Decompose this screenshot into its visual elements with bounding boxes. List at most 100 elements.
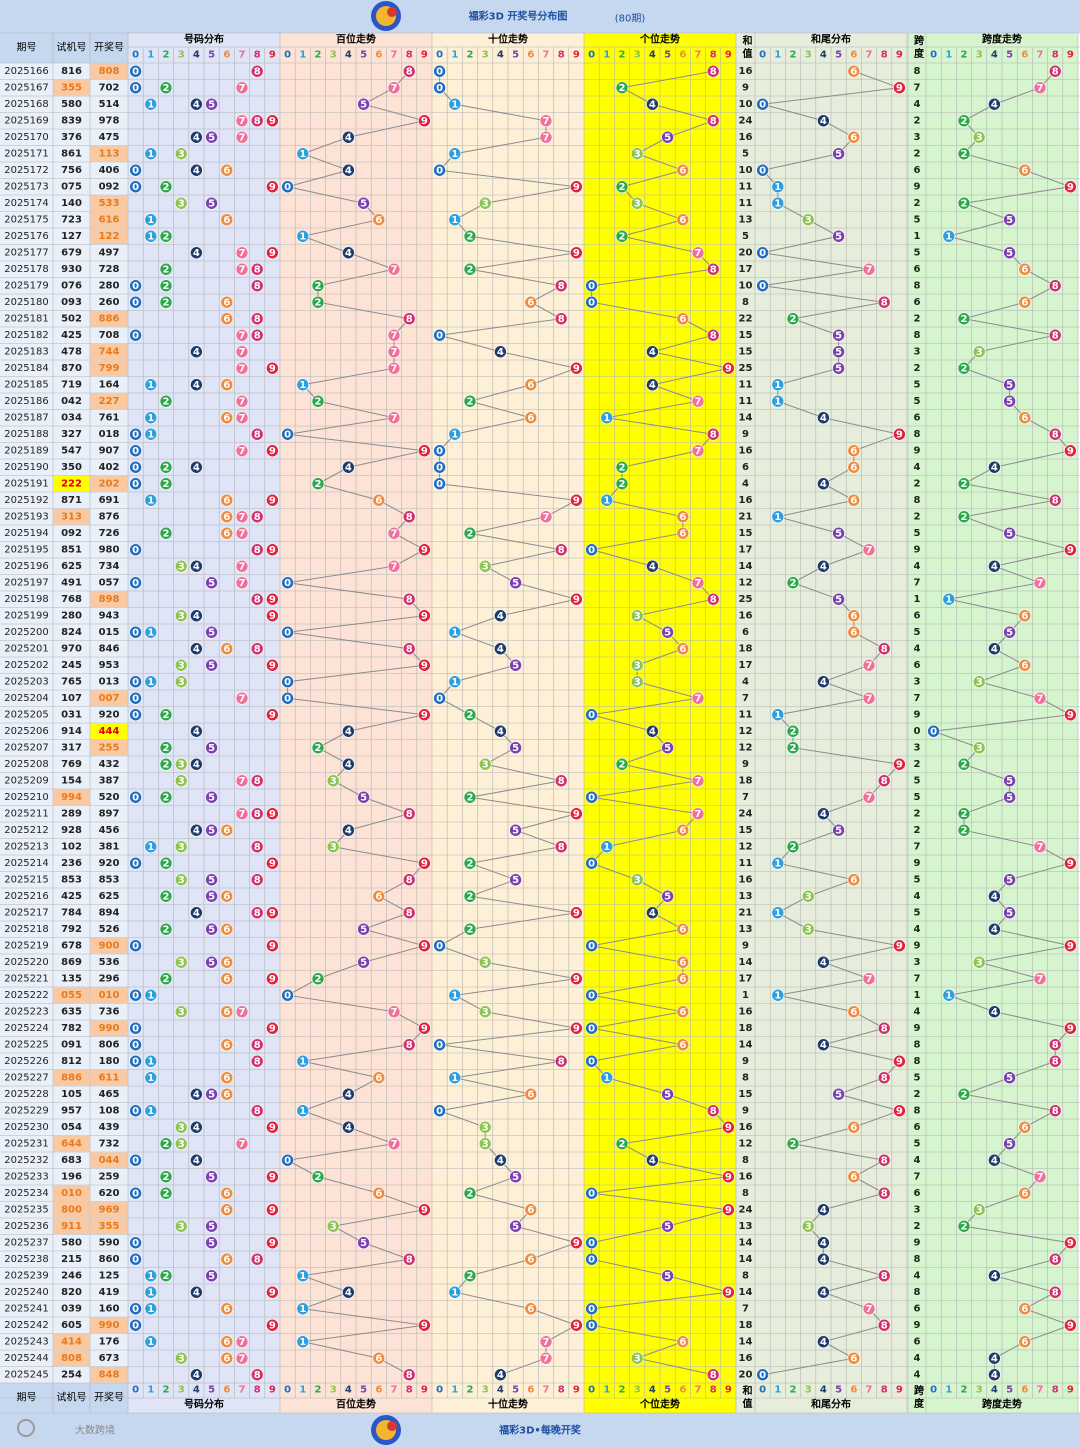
ball-digit: 7 [239,1353,246,1364]
header-trial: 试机号 [57,41,87,54]
ball: 7 [235,262,249,276]
ball-digit: 4 [820,809,827,820]
sum-value: 11 [739,181,753,192]
ball-circle [266,708,279,722]
ball: 7 [387,345,401,359]
ball-circle [129,295,142,309]
ball-digit: 6 [375,1353,382,1364]
draw-number: 736 [99,1006,120,1017]
ball: 9 [570,592,583,606]
period: 2025228 [4,1089,49,1100]
span-value: 4 [914,643,921,654]
ball: 8 [250,510,264,524]
ball: 8 [250,64,264,78]
ball-circle [220,213,234,227]
ball-circle [250,427,264,441]
ball-digit: 2 [961,759,968,770]
ball-circle [342,163,355,177]
digit-header: 2 [315,50,322,61]
ball: 1 [600,840,614,854]
digit-header: 1 [603,1385,610,1396]
ball-circle [174,840,188,854]
ball-digit: 9 [269,1122,276,1133]
ball-digit: 1 [299,380,306,391]
ball: 3 [630,147,644,161]
ball-circle [250,774,264,788]
ball-digit: 1 [147,495,154,506]
ball-circle [1018,658,1032,672]
ball: 9 [266,1021,279,1035]
ball-circle [630,658,644,672]
ball: 7 [862,543,876,557]
ball: 0 [585,939,598,953]
ball-digit: 5 [208,924,215,935]
ball: 2 [159,477,173,491]
digit-header: 2 [467,50,474,61]
ball: 3 [174,757,188,771]
ball: 8 [877,1071,891,1085]
ball-circle [144,1054,158,1068]
period: 2025181 [4,313,49,324]
ball-circle [311,295,325,309]
ball-digit: 5 [512,1221,519,1232]
highlight-cell [53,1218,90,1234]
ball-digit: 2 [163,1188,170,1199]
ball-digit: 2 [163,264,170,275]
ball-digit: 2 [163,974,170,985]
ball-digit: 6 [1021,1304,1028,1315]
sum-value: 16 [739,445,753,456]
ball-circle [448,988,462,1002]
ball-digit: 3 [976,132,983,143]
highlight-cell [53,509,90,525]
ball-circle [159,477,173,491]
period: 2025237 [4,1237,49,1248]
ball-circle [205,889,218,903]
ball: 9 [1064,1318,1077,1332]
ball-circle [706,592,720,606]
ball-digit: 4 [497,726,504,737]
footer-slogan: 福彩3D•每晚开奖 [498,1424,582,1437]
draw-number: 611 [99,1072,120,1083]
ball-circle [832,345,845,359]
trial-number: 625 [61,561,82,572]
ball-circle [250,262,264,276]
header-draw: 开奖号 [94,1391,124,1404]
ball: 9 [570,246,583,260]
ball: 4 [646,559,659,573]
span-value: 3 [914,742,921,753]
ball-circle [281,576,294,590]
ball-circle [205,1170,218,1184]
period: 2025219 [4,940,49,951]
ball-circle [342,1285,355,1299]
digit-header: 5 [208,1385,215,1396]
ball-circle [585,295,598,309]
ball: 9 [570,906,583,920]
period: 2025245 [4,1369,49,1380]
ball-digit: 5 [512,743,519,754]
ball-circle [832,526,845,540]
ball-circle [509,741,522,755]
ball: 5 [205,823,218,837]
sum-value: 14 [739,957,753,968]
ball-circle [877,1021,891,1035]
ball-circle [129,1302,142,1316]
sum-value: 1 [742,990,749,1001]
ball-digit: 3 [330,776,337,787]
ball-circle [630,196,644,210]
ball-circle [402,873,416,887]
ball: 1 [144,1269,158,1283]
ball-digit: 4 [345,1122,352,1133]
highlight-cell [90,938,128,954]
ball-digit: 8 [254,644,261,655]
ball-digit: 1 [147,99,154,110]
highlight-cell [90,1020,128,1036]
ball: 6 [220,889,234,903]
ball: 6 [847,873,861,887]
ball-digit: 1 [774,990,781,1001]
ball-digit: 6 [850,611,857,622]
ball-digit: 5 [208,792,215,803]
ball-circle [646,559,659,573]
trial-number: 824 [61,627,82,638]
ball-digit: 0 [436,330,443,341]
ball-circle [756,279,769,293]
